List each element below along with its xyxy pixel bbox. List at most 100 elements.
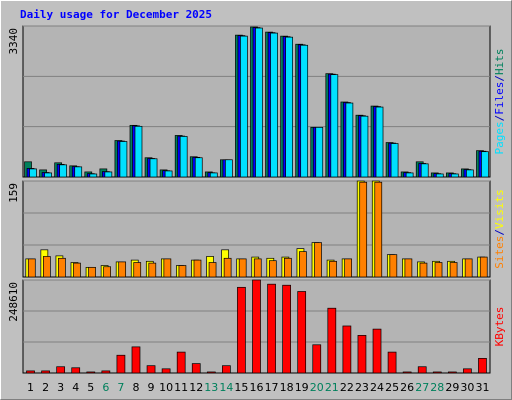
bar bbox=[179, 136, 188, 178]
legend-separator: / bbox=[493, 229, 506, 236]
bar bbox=[176, 351, 186, 374]
bar bbox=[285, 36, 293, 178]
bar bbox=[193, 259, 202, 278]
legend-entry: Hits bbox=[493, 49, 506, 76]
x-tick-label: 23 bbox=[355, 381, 369, 394]
bar bbox=[282, 284, 291, 374]
bar bbox=[417, 366, 427, 374]
legend-entry: KBytes bbox=[493, 307, 506, 347]
bar bbox=[44, 172, 52, 178]
legend-entry: Sites bbox=[493, 236, 506, 269]
x-tick-label: 13 bbox=[204, 381, 218, 394]
x-tick-label: 30 bbox=[460, 381, 474, 394]
bar bbox=[405, 172, 414, 178]
bar bbox=[194, 157, 203, 178]
chart-title: Daily usage for December 2025 bbox=[20, 8, 212, 21]
bar bbox=[134, 125, 143, 178]
bar bbox=[223, 257, 232, 278]
bar bbox=[206, 371, 216, 374]
bar bbox=[253, 258, 262, 278]
bar bbox=[103, 266, 111, 278]
bar bbox=[419, 262, 428, 278]
bar bbox=[270, 32, 278, 178]
bar bbox=[402, 371, 412, 374]
x-tick-label: 17 bbox=[265, 381, 279, 394]
x-tick-label: 12 bbox=[189, 381, 203, 394]
bar bbox=[297, 291, 307, 374]
bar bbox=[345, 102, 354, 178]
bar bbox=[131, 346, 141, 374]
bar bbox=[314, 242, 322, 278]
x-tick-label: 25 bbox=[385, 381, 399, 394]
bar bbox=[222, 365, 231, 374]
bar bbox=[463, 368, 472, 374]
bar bbox=[450, 173, 459, 178]
bar bbox=[374, 181, 383, 278]
bar bbox=[133, 262, 142, 278]
bar bbox=[101, 370, 111, 374]
x-tick-label: 7 bbox=[117, 381, 124, 394]
bar bbox=[357, 335, 367, 374]
bar bbox=[312, 344, 322, 374]
bar bbox=[375, 106, 384, 178]
bar bbox=[209, 172, 218, 178]
bar bbox=[238, 258, 247, 278]
bar bbox=[389, 254, 398, 278]
x-tick-label: 11 bbox=[174, 381, 188, 394]
bar bbox=[267, 283, 276, 374]
x-tick-label: 15 bbox=[234, 381, 248, 394]
legend: Pages/Files/Hits bbox=[493, 49, 506, 155]
bar bbox=[146, 365, 156, 374]
bar bbox=[88, 266, 96, 278]
bar bbox=[56, 366, 66, 374]
bar bbox=[479, 256, 488, 278]
bar bbox=[178, 265, 187, 278]
bar bbox=[390, 143, 399, 178]
bar bbox=[268, 260, 277, 278]
x-tick-label: 1 bbox=[27, 381, 34, 394]
bar bbox=[315, 127, 324, 178]
bar bbox=[116, 354, 126, 374]
bar bbox=[284, 257, 292, 278]
bar bbox=[330, 74, 339, 178]
bar bbox=[148, 262, 157, 278]
bar bbox=[240, 35, 248, 178]
legend: Sites/Visits bbox=[493, 189, 506, 269]
bar bbox=[464, 258, 473, 278]
legend-entry: Pages bbox=[493, 121, 506, 154]
bar bbox=[163, 258, 172, 278]
bar bbox=[161, 368, 171, 374]
bar bbox=[89, 173, 98, 178]
bar bbox=[237, 286, 246, 374]
x-tick-label: 16 bbox=[250, 381, 264, 394]
bar bbox=[27, 258, 36, 278]
x-tick-label: 19 bbox=[295, 381, 309, 394]
x-tick-label: 26 bbox=[400, 381, 414, 394]
bar bbox=[104, 171, 113, 178]
y-tick-label: 159 bbox=[7, 183, 20, 203]
bar bbox=[74, 166, 83, 178]
bar bbox=[478, 358, 487, 374]
bar bbox=[86, 371, 96, 374]
bar bbox=[327, 307, 337, 374]
bar bbox=[387, 351, 397, 374]
x-tick-label: 2 bbox=[42, 381, 49, 394]
bar bbox=[420, 163, 429, 178]
bar bbox=[404, 258, 413, 278]
bar bbox=[59, 164, 68, 178]
bar bbox=[329, 260, 337, 278]
bar bbox=[119, 141, 128, 178]
bar bbox=[360, 115, 369, 178]
legend-separator: / bbox=[493, 115, 506, 122]
x-tick-label: 28 bbox=[430, 381, 444, 394]
bar bbox=[432, 371, 442, 374]
x-tick-label: 5 bbox=[87, 381, 94, 394]
x-tick-label: 22 bbox=[340, 381, 354, 394]
x-tick-label: 4 bbox=[72, 381, 79, 394]
bar bbox=[26, 370, 35, 374]
bar bbox=[447, 371, 457, 374]
legend: KBytes bbox=[493, 307, 506, 347]
y-tick-label: 248610 bbox=[7, 282, 20, 322]
legend-separator: / bbox=[493, 75, 506, 82]
